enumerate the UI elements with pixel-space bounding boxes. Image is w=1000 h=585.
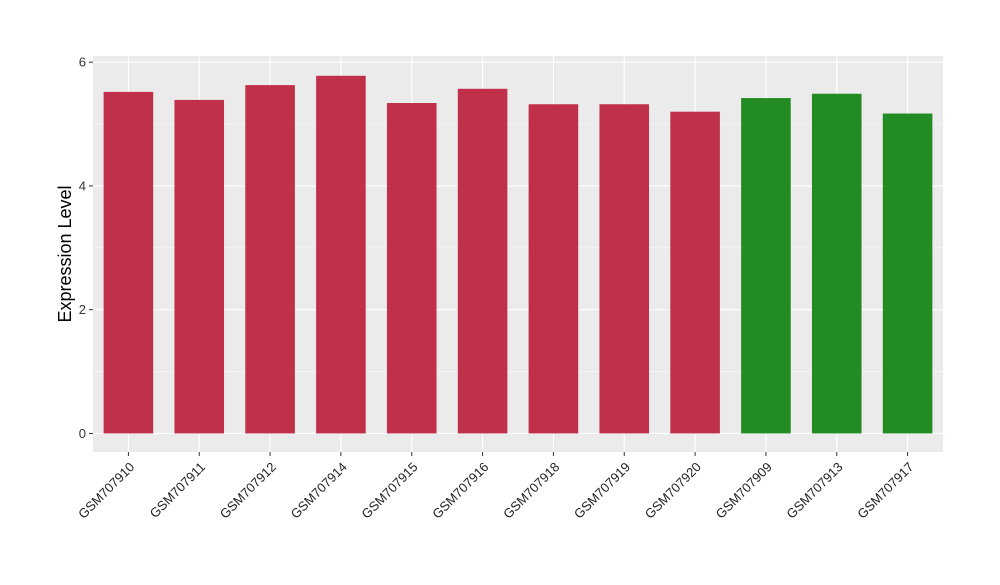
bars: [103, 75, 933, 434]
x-tick-label: GSM707909: [713, 459, 775, 521]
bar-GSM707915: [386, 103, 437, 434]
x-tick-label: GSM707916: [429, 459, 491, 521]
y-tick-label: 2: [79, 302, 86, 317]
x-tick-label: GSM707915: [358, 459, 420, 521]
bar-GSM707914: [316, 75, 366, 434]
y-tick-label: 0: [79, 426, 86, 441]
x-tick-label: GSM707912: [217, 459, 279, 521]
x-tick-label: GSM707918: [500, 459, 562, 521]
y-tick-label: 4: [79, 178, 86, 193]
x-tick-label: GSM707911: [147, 459, 209, 521]
plot-panel: [93, 56, 943, 452]
bar-GSM707919: [599, 104, 650, 434]
x-axis: GSM707910 GSM707911 GSM707912 GSM707914 GSM7…: [75, 452, 916, 522]
x-tick-label: GSM707910: [75, 459, 137, 521]
bar-GSM707917: [882, 113, 933, 434]
y-axis-title: Expression Level: [55, 185, 75, 322]
bar-GSM707920: [670, 111, 720, 434]
x-tick-label: GSM707920: [642, 459, 704, 521]
x-tick-label: GSM707917: [854, 459, 916, 521]
y-tick-label: 6: [79, 55, 86, 70]
x-tick-label: GSM707914: [288, 459, 350, 521]
bar-GSM707918: [528, 104, 579, 434]
bar-GSM707916: [457, 88, 508, 434]
bar-GSM707910: [103, 91, 154, 434]
bar-GSM707909: [741, 98, 791, 434]
y-axis: 0 2 4 6: [79, 55, 93, 441]
x-tick-label: GSM707913: [783, 459, 845, 521]
x-tick-label: GSM707919: [571, 459, 633, 521]
bar-GSM707912: [245, 85, 295, 434]
bar-GSM707913: [811, 93, 862, 434]
minor-gridlines: [93, 123, 943, 372]
bar-GSM707911: [174, 99, 225, 434]
